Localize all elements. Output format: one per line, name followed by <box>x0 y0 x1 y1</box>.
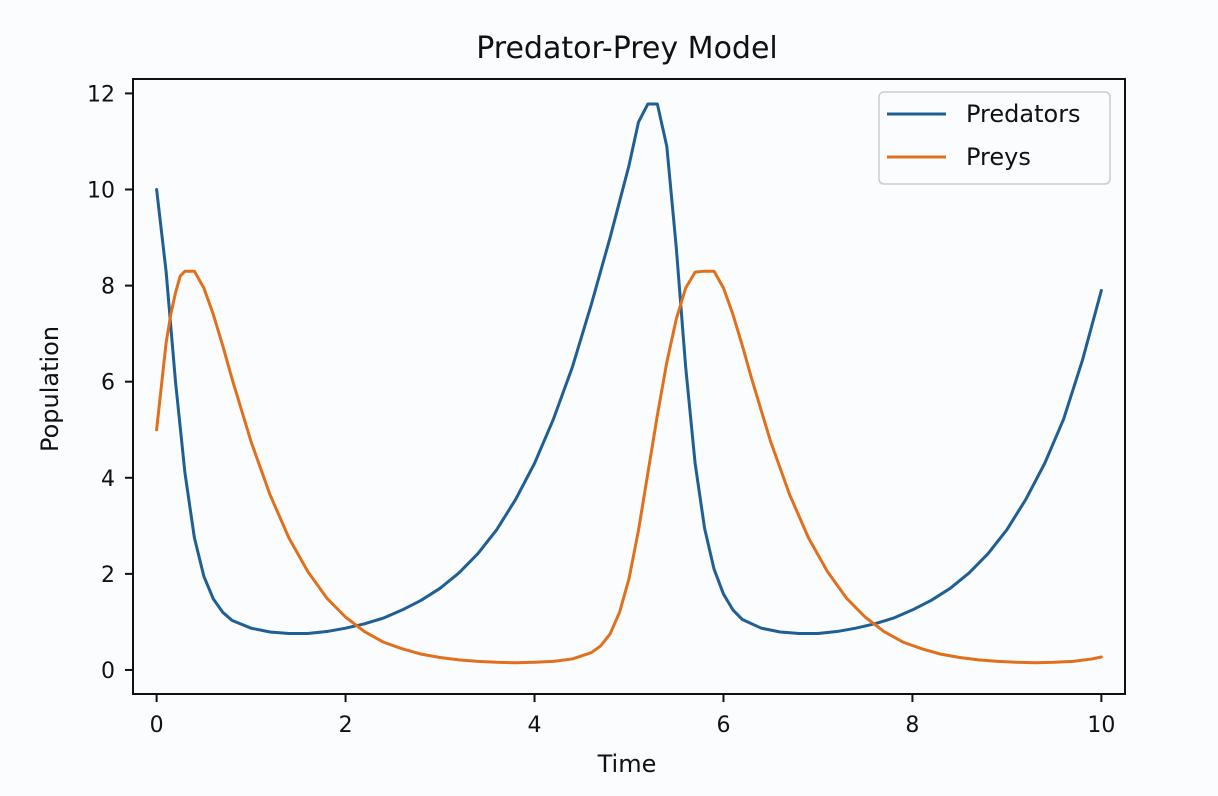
x-tick-label: 2 <box>339 713 353 738</box>
x-tick-label: 8 <box>905 713 919 738</box>
y-tick-label: 2 <box>101 563 115 588</box>
legend-label-preys: Preys <box>966 143 1031 171</box>
y-tick-label: 8 <box>101 275 115 300</box>
series-lines <box>155 102 1103 665</box>
y-tick-label: 12 <box>87 82 115 107</box>
y-axis-ticks: 0 2 4 6 8 10 12 <box>87 82 133 684</box>
y-axis-label: Population <box>36 326 64 452</box>
x-tick-label: 4 <box>528 713 542 738</box>
x-tick-label: 10 <box>1087 713 1115 738</box>
series-line-preys <box>155 269 1103 665</box>
y-tick-label: 10 <box>87 179 115 204</box>
legend-label-predators: Predators <box>966 100 1081 128</box>
series-line-predators <box>155 102 1103 635</box>
x-tick-label: 0 <box>150 713 164 738</box>
x-axis-label: Time <box>597 750 657 778</box>
y-tick-label: 4 <box>101 467 115 492</box>
x-tick-label: 6 <box>716 713 730 738</box>
x-axis-ticks: 0 2 4 6 8 10 <box>150 694 1115 738</box>
y-tick-label: 6 <box>101 371 115 396</box>
legend: Predators Preys <box>878 91 1111 185</box>
chart-title: Predator-Prey Model <box>476 31 778 66</box>
y-tick-label: 0 <box>101 659 115 684</box>
